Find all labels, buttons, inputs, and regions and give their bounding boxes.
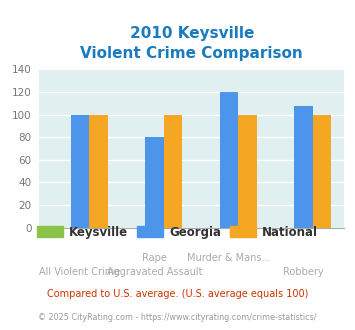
- Bar: [71, 115, 89, 228]
- Text: Aggravated Assault: Aggravated Assault: [107, 267, 202, 277]
- Text: Compared to U.S. average. (U.S. average equals 100): Compared to U.S. average. (U.S. average …: [47, 289, 308, 299]
- Text: Robbery: Robbery: [283, 267, 324, 277]
- Title: 2010 Keysville
Violent Crime Comparison: 2010 Keysville Violent Crime Comparison: [80, 26, 303, 61]
- Legend: Keysville, Georgia, National: Keysville, Georgia, National: [32, 221, 323, 243]
- Text: © 2025 CityRating.com - https://www.cityrating.com/crime-statistics/: © 2025 CityRating.com - https://www.city…: [38, 313, 317, 322]
- Text: All Violent Crime: All Violent Crime: [39, 267, 121, 277]
- Bar: [220, 92, 238, 228]
- Text: Murder & Mans...: Murder & Mans...: [187, 253, 271, 263]
- Bar: [164, 115, 182, 228]
- Bar: [313, 115, 331, 228]
- Bar: [294, 106, 313, 228]
- Bar: [238, 115, 257, 228]
- Bar: [145, 137, 164, 228]
- Text: Rape: Rape: [142, 253, 167, 263]
- Bar: [89, 115, 108, 228]
